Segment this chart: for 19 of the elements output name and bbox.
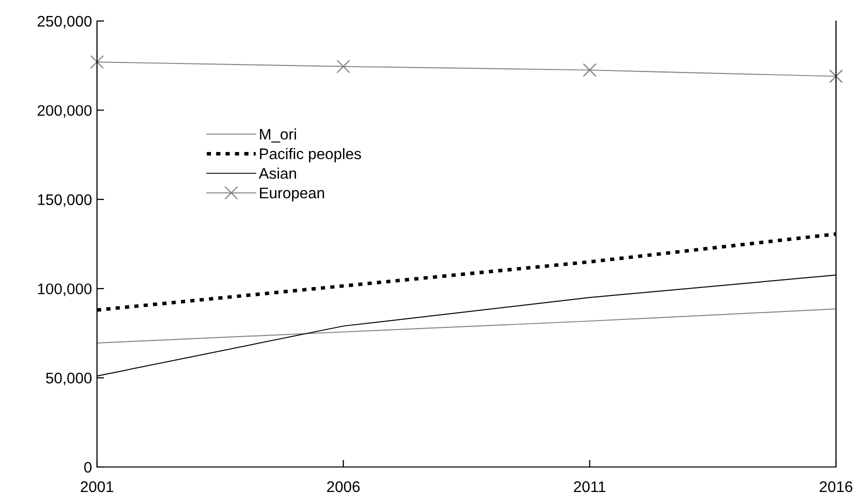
- x-tick-label: 2011: [574, 481, 606, 492]
- line-series: [96, 308, 836, 344]
- point: [582, 63, 596, 77]
- point: [90, 55, 104, 69]
- y-tick-label: 200,000: [38, 105, 92, 118]
- legend-label: Pacific peoples: [260, 148, 361, 162]
- x-tick-label: 2016: [820, 481, 852, 492]
- y-tick-label: 150,000: [38, 194, 92, 207]
- x-tick-label: 2001: [80, 481, 114, 492]
- y-tick-label: 50,000: [46, 372, 92, 386]
- x-tick-label: 2006: [327, 481, 360, 492]
- y-tick-label: 0: [84, 462, 92, 473]
- point: [829, 70, 843, 84]
- legend-label: European: [260, 188, 324, 202]
- point: [336, 60, 350, 74]
- legend-label: Asian: [258, 168, 296, 179]
- y-tick-label: 100,000: [38, 283, 92, 296]
- y-tick-label: 250,000: [38, 16, 92, 28]
- legend-label: M_ori: [260, 128, 296, 143]
